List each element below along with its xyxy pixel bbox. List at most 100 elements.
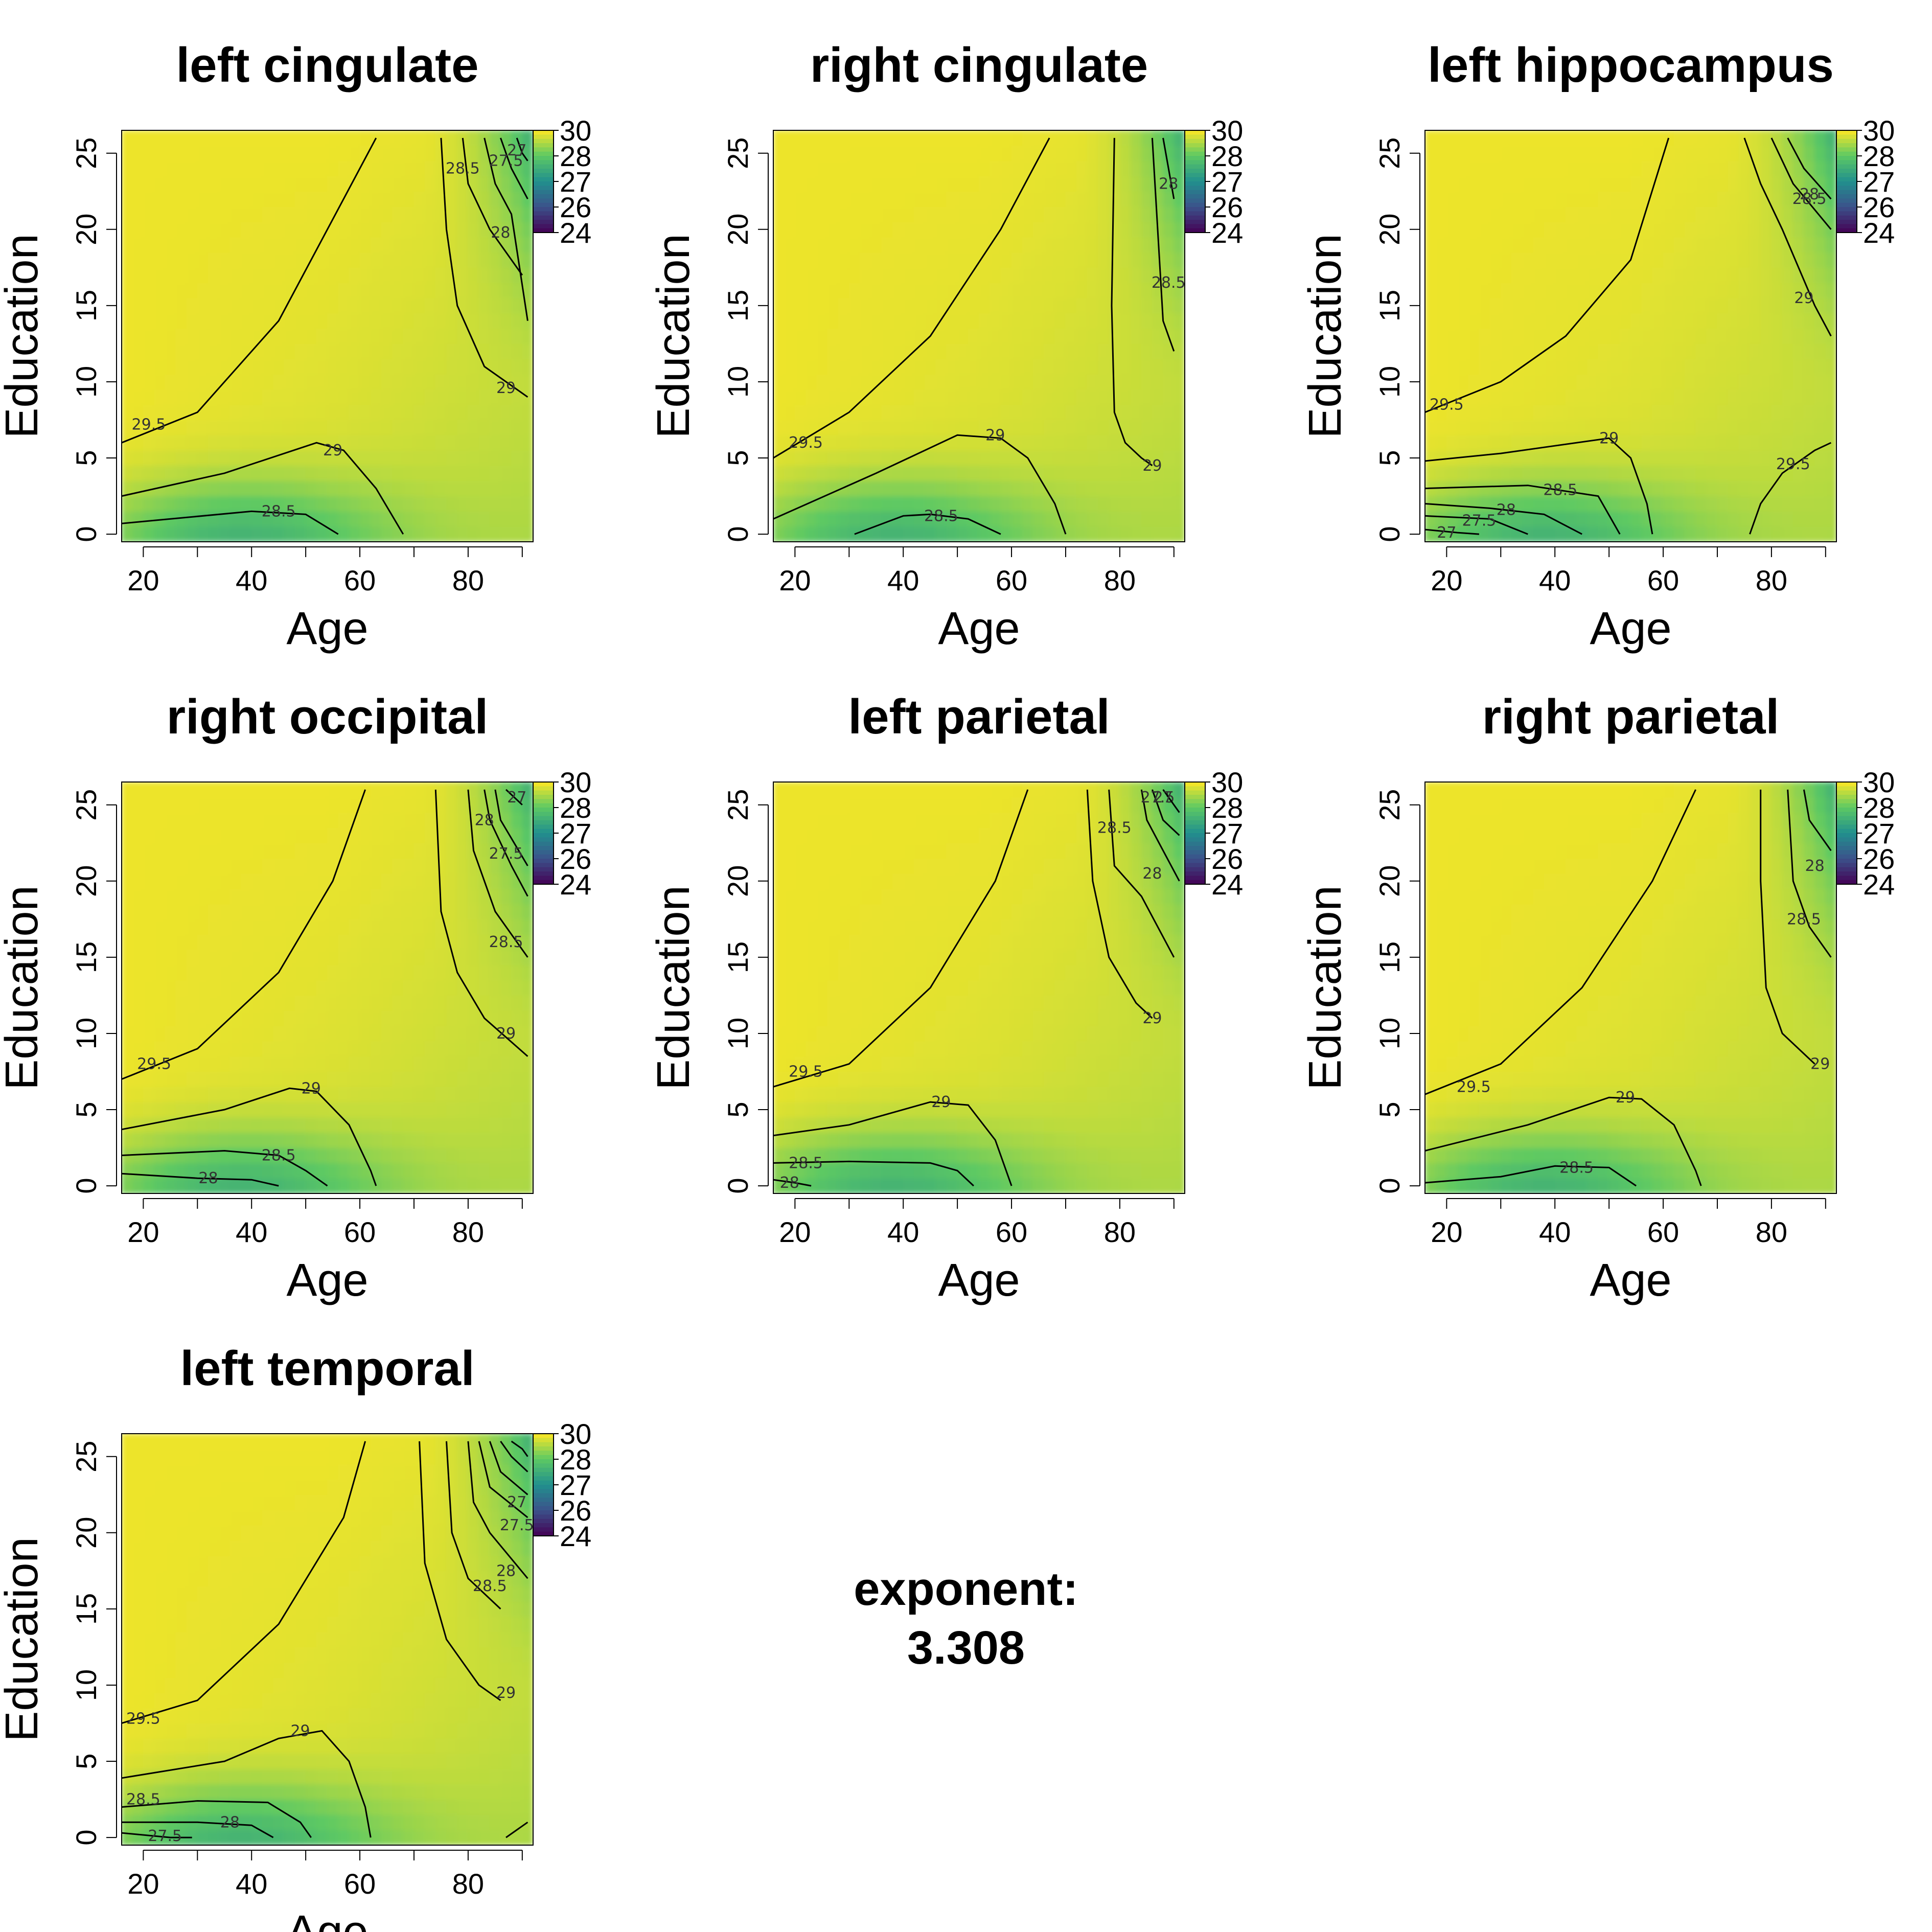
heat-cell	[848, 175, 860, 192]
heat-cell	[294, 191, 306, 207]
heat-cell	[979, 842, 991, 859]
heat-cell	[1468, 419, 1480, 435]
heat-cell	[305, 797, 317, 813]
heat-cell	[500, 1162, 512, 1179]
heat-cell	[338, 934, 350, 950]
heat-cell	[132, 934, 144, 950]
heat-cell	[262, 389, 274, 405]
heat-cell	[500, 389, 512, 405]
heat-cell	[870, 328, 882, 344]
heat-cell	[827, 918, 839, 935]
heat-cell	[816, 313, 828, 329]
heat-cell	[1087, 252, 1099, 268]
heat-cell	[968, 980, 979, 996]
heat-cell	[468, 480, 479, 497]
heat-cell	[1598, 465, 1609, 481]
heat-cell	[870, 1010, 882, 1026]
heat-cell	[316, 160, 328, 176]
heat-cell	[1489, 206, 1501, 222]
heat-cell	[784, 797, 795, 813]
heat-cell	[1119, 526, 1131, 542]
heat-cell	[1587, 175, 1599, 192]
heat-cell	[219, 918, 231, 935]
heat-cell	[1163, 404, 1175, 420]
heat-cell	[925, 888, 936, 905]
heat-cell	[186, 964, 198, 981]
heat-cell	[1076, 328, 1088, 344]
heat-cell	[1814, 419, 1826, 435]
heat-cell	[1544, 267, 1555, 283]
heat-cell	[1673, 313, 1685, 329]
heat-cell	[1446, 267, 1458, 283]
heat-cell	[1814, 343, 1826, 359]
heat-cell	[870, 812, 882, 828]
heat-cell	[1576, 496, 1588, 512]
heat-cell	[773, 374, 785, 390]
heat-cell	[1174, 511, 1185, 527]
heat-cell	[1641, 450, 1653, 466]
contour-line	[1749, 442, 1832, 535]
heat-cell	[154, 343, 166, 359]
heat-cell	[208, 221, 220, 238]
heat-cell	[773, 1132, 785, 1148]
heat-cell	[273, 934, 285, 950]
heat-cell	[1652, 267, 1664, 283]
heat-cell	[903, 267, 914, 283]
heat-cell	[859, 130, 871, 146]
heat-cell	[1554, 465, 1566, 481]
heat-cell	[794, 313, 807, 329]
heat-cell	[870, 1178, 882, 1194]
heat-cell	[1630, 404, 1642, 420]
heat-cell	[1457, 237, 1469, 253]
heat-cell	[132, 1162, 144, 1179]
heat-cell	[1511, 496, 1523, 512]
heat-cell	[1000, 237, 1012, 253]
legend-swatch	[533, 194, 554, 199]
heat-cell	[1522, 221, 1534, 238]
heat-cell	[1098, 511, 1110, 527]
heat-cell	[925, 1147, 936, 1163]
heat-cell	[1044, 252, 1055, 268]
heat-cell	[1608, 282, 1620, 298]
legend-swatch	[533, 156, 554, 161]
heat-cell	[1544, 343, 1555, 359]
heat-cell	[1554, 282, 1566, 298]
heat-cell	[1673, 419, 1685, 435]
heat-cell	[892, 145, 904, 162]
heat-cell	[1695, 343, 1707, 359]
heat-cell	[1782, 206, 1793, 222]
heat-cell	[957, 827, 969, 843]
heat-cell	[1803, 145, 1815, 162]
heat-cell	[773, 797, 785, 813]
heat-cell	[381, 995, 393, 1011]
heat-cell	[457, 827, 469, 843]
heat-cell	[165, 858, 176, 874]
heat-cell	[392, 404, 404, 420]
heat-cell	[240, 496, 252, 512]
heat-cell	[848, 160, 860, 176]
heat-cell	[327, 1056, 339, 1072]
heat-cell	[500, 1025, 512, 1042]
heat-cell	[522, 1162, 534, 1179]
heat-cell	[208, 1132, 220, 1148]
heat-cell	[870, 267, 882, 283]
heat-cell	[219, 1025, 231, 1042]
heat-cell	[165, 160, 176, 176]
heat-cell	[1522, 511, 1534, 527]
heat-cell	[1076, 237, 1088, 253]
heat-cell	[478, 282, 490, 298]
heat-cell	[132, 511, 144, 527]
heat-cell	[1608, 465, 1620, 481]
heat-cell	[143, 496, 155, 512]
legend-swatch	[1185, 143, 1205, 148]
heat-cell	[773, 343, 785, 359]
heat-cell	[370, 389, 382, 405]
heat-cell	[305, 221, 317, 238]
heat-cell	[784, 1147, 795, 1163]
heat-cell	[1738, 313, 1751, 329]
heat-cell	[816, 1010, 828, 1026]
heat-cell	[154, 1086, 166, 1102]
heat-cell	[1098, 343, 1110, 359]
contour-line	[121, 442, 404, 535]
heat-cell	[251, 175, 263, 192]
